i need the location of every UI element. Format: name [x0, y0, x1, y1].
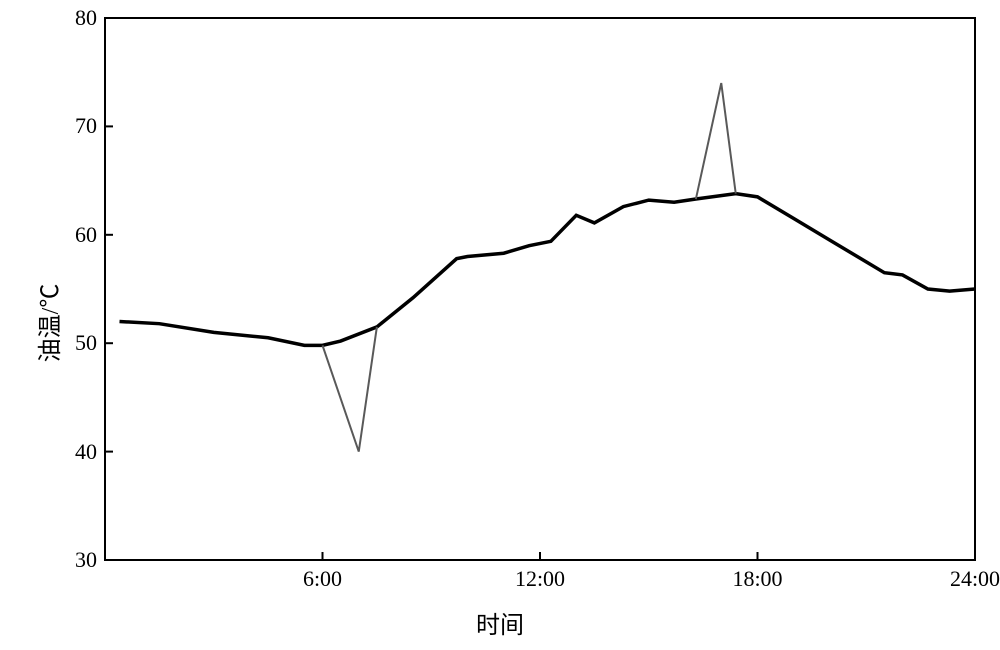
y-tick-label: 30: [75, 547, 97, 573]
chart-container: 油温/℃ 时间 30 40 50 60 70 80 6:00 12:00 18:00 24:00: [0, 0, 1000, 645]
x-tick-label: 18:00: [728, 566, 788, 592]
y-tick-label: 50: [75, 330, 97, 356]
y-tick-label: 60: [75, 222, 97, 248]
y-tick-label: 70: [75, 113, 97, 139]
x-tick-label: 6:00: [293, 566, 353, 592]
y-tick-label: 40: [75, 439, 97, 465]
chart-svg: [0, 0, 1000, 645]
y-axis-label: 油温/℃: [30, 283, 65, 362]
x-tick-label: 24:00: [945, 566, 1000, 592]
x-axis-label: 时间: [0, 605, 1000, 640]
y-tick-label: 80: [75, 5, 97, 31]
x-tick-label: 12:00: [510, 566, 570, 592]
